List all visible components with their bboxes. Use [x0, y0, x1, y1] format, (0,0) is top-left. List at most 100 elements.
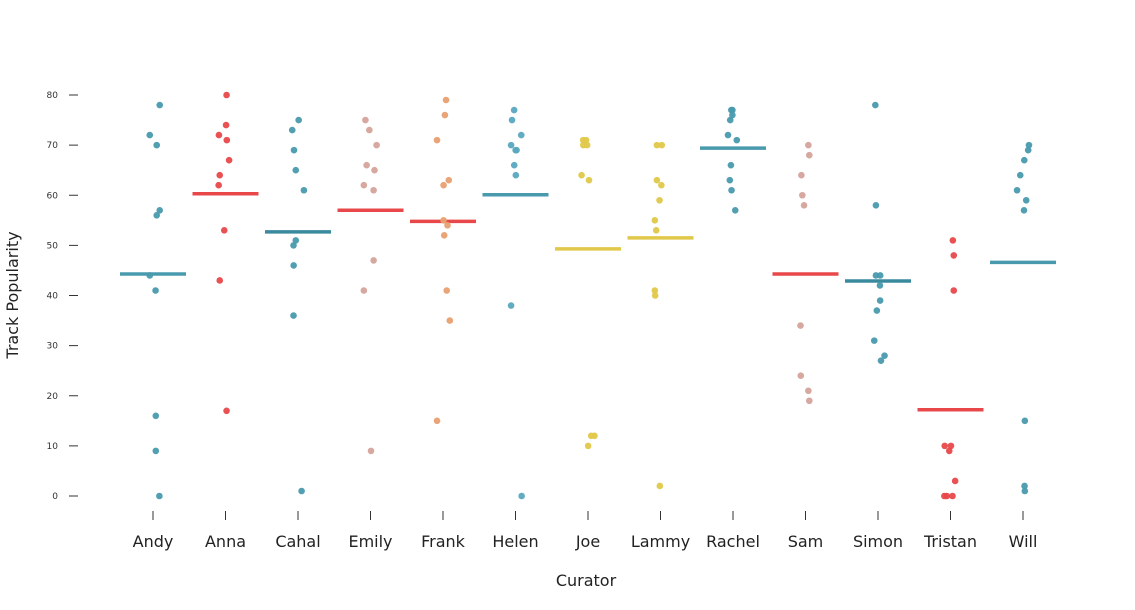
data-point-sam [805, 141, 812, 149]
data-point-helen [510, 106, 518, 114]
data-point-will [1020, 156, 1028, 164]
data-point-rachel [724, 131, 732, 139]
x-tick-label: Anna [205, 532, 246, 551]
data-point-lammy [651, 287, 659, 294]
data-point-andy [153, 212, 161, 219]
data-point-tristan [947, 442, 955, 450]
x-tick-label: Andy [133, 532, 174, 551]
data-point-frank [433, 417, 441, 425]
data-point-frank [440, 181, 447, 189]
data-point-simon [873, 307, 881, 314]
data-point-simon [872, 101, 879, 109]
x-tick-label: Emily [348, 532, 392, 551]
data-point-simon [876, 282, 884, 289]
data-point-andy [146, 131, 154, 139]
data-point-will [1021, 487, 1029, 495]
data-point-cahal [290, 262, 297, 269]
data-point-emily [371, 166, 378, 174]
data-point-sam [797, 322, 804, 329]
data-point-helen [518, 492, 525, 500]
data-point-lammy [658, 181, 665, 189]
y-tick-label: 70 [47, 141, 59, 151]
data-point-cahal [295, 116, 302, 124]
data-point-frank [446, 317, 454, 324]
x-tick-label: Rachel [706, 532, 760, 551]
data-point-simon [872, 272, 880, 279]
data-point-anna [225, 156, 233, 164]
data-point-frank [433, 136, 441, 144]
y-axis-title: Track Popularity [3, 231, 22, 359]
y-tick-label: 10 [47, 442, 59, 452]
data-point-simon [881, 352, 888, 359]
data-point-lammy [656, 482, 664, 490]
data-point-joe [584, 442, 592, 450]
data-point-andy [156, 206, 164, 214]
data-point-emily [362, 116, 369, 124]
data-point-helen [510, 161, 518, 169]
data-point-lammy [658, 141, 666, 149]
data-point-lammy [652, 227, 660, 234]
data-point-anna [215, 131, 223, 139]
data-point-sam [799, 191, 806, 199]
data-point-joe [578, 171, 585, 179]
data-point-anna [222, 121, 230, 129]
y-tick-label: 20 [47, 392, 59, 402]
data-point-rachel [728, 186, 735, 194]
data-point-andy [152, 447, 160, 455]
data-point-lammy [653, 176, 661, 184]
data-point-emily [366, 126, 373, 134]
x-tick-label: Joe [575, 532, 600, 551]
data-point-cahal [290, 146, 298, 154]
data-point-emily [370, 186, 377, 194]
data-point-rachel [733, 136, 741, 144]
data-point-andy [153, 141, 161, 149]
data-point-sam [805, 151, 813, 159]
data-point-frank [444, 222, 451, 229]
data-point-rachel [731, 206, 739, 214]
data-point-frank [442, 96, 450, 104]
data-point-will [1021, 417, 1029, 425]
data-point-anna [216, 277, 224, 284]
data-point-emily [360, 181, 368, 189]
x-tick-label: Tristan [923, 532, 977, 551]
data-point-tristan [950, 287, 958, 294]
data-point-rachel [729, 106, 736, 114]
data-point-will [1024, 146, 1032, 154]
x-axis-title: Curator [556, 571, 617, 590]
x-tick-label: Frank [421, 532, 466, 551]
y-tick-label: 60 [47, 191, 59, 201]
y-axis: 0 10 20 30 40 50 60 70 80 [47, 91, 78, 502]
data-point-joe [579, 136, 587, 144]
data-point-will [1022, 196, 1030, 204]
data-point-tristan [950, 252, 958, 259]
data-point-anna [220, 227, 228, 234]
data-point-anna [223, 136, 231, 144]
data-point-anna [215, 181, 222, 189]
data-point-frank [440, 217, 447, 224]
data-point-sam [798, 171, 805, 179]
data-point-simon [872, 201, 880, 209]
x-tick-label: Lammy [631, 532, 690, 551]
x-tick-label: Will [1009, 532, 1038, 551]
data-point-rachel [726, 176, 734, 184]
data-point-lammy [651, 292, 659, 299]
data-point-frank [445, 176, 453, 184]
data-point-sam [797, 372, 805, 380]
x-tick-label: Helen [492, 532, 538, 551]
data-point-lammy [651, 217, 659, 224]
data-point-helen [512, 171, 520, 179]
data-point-andy [152, 412, 160, 420]
data-point-helen [508, 116, 516, 124]
data-point-anna [223, 91, 230, 99]
data-point-rachel [729, 111, 736, 119]
data-point-anna [216, 171, 224, 179]
y-tick-label: 50 [47, 241, 59, 251]
data-point-frank [440, 232, 448, 239]
data-point-simon [877, 357, 885, 364]
x-tick-label: Sam [788, 532, 824, 551]
data-point-emily [373, 141, 380, 149]
data-point-tristan [945, 447, 953, 455]
x-tick-label: Cahal [275, 532, 320, 551]
data-point-andy [156, 101, 164, 109]
